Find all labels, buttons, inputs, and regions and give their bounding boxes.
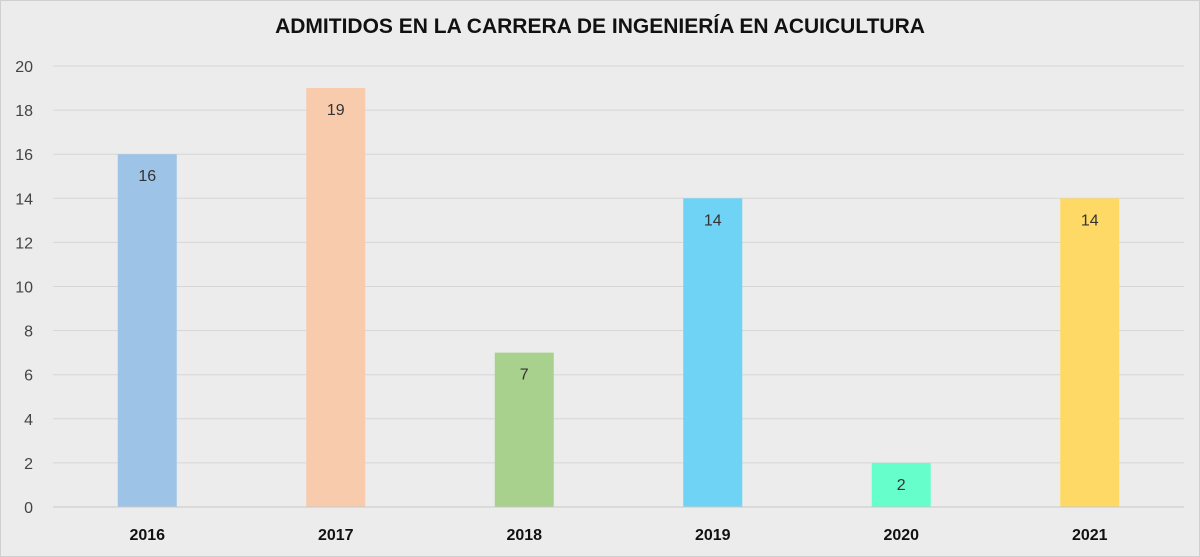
y-tick-label: 2 (24, 456, 33, 473)
y-tick-label: 12 (15, 235, 33, 252)
y-tick-label: 10 (15, 280, 33, 297)
y-tick-label: 20 (15, 59, 33, 76)
y-tick-label: 18 (15, 103, 33, 120)
y-tick-label: 4 (24, 412, 33, 429)
x-tick-label: 2021 (1072, 527, 1108, 544)
y-tick-label: 14 (15, 191, 33, 208)
bar (306, 88, 366, 508)
bar (1060, 198, 1120, 508)
bar (117, 154, 177, 507)
chart-title: ADMITIDOS EN LA CARRERA DE INGENIERÍA EN… (275, 15, 925, 38)
data-label: 7 (520, 367, 529, 384)
x-axis: 2016 2017 2018 2019 2020 2021 (53, 506, 1184, 544)
data-label: 2 (897, 477, 906, 494)
bar (494, 352, 554, 507)
data-label: 14 (704, 212, 722, 229)
bar (871, 462, 931, 507)
x-tick-label: 2017 (318, 527, 354, 544)
x-tick-label: 2018 (506, 527, 542, 544)
data-label: 19 (327, 102, 345, 119)
y-tick-label: 0 (24, 500, 33, 517)
data-label: 14 (1081, 212, 1099, 229)
bars: 16 19 7 14 2 14 (117, 88, 1120, 508)
x-tick-label: 2016 (129, 527, 165, 544)
gridlines (53, 65, 1184, 508)
y-tick-label: 6 (24, 368, 33, 385)
bar (683, 198, 743, 508)
y-axis: 0 2 4 6 8 10 12 14 16 18 20 (15, 59, 33, 517)
x-tick-label: 2020 (883, 527, 919, 544)
y-tick-label: 16 (15, 147, 33, 164)
data-label: 16 (138, 168, 156, 185)
y-tick-label: 8 (24, 324, 33, 341)
x-tick-label: 2019 (695, 527, 731, 544)
